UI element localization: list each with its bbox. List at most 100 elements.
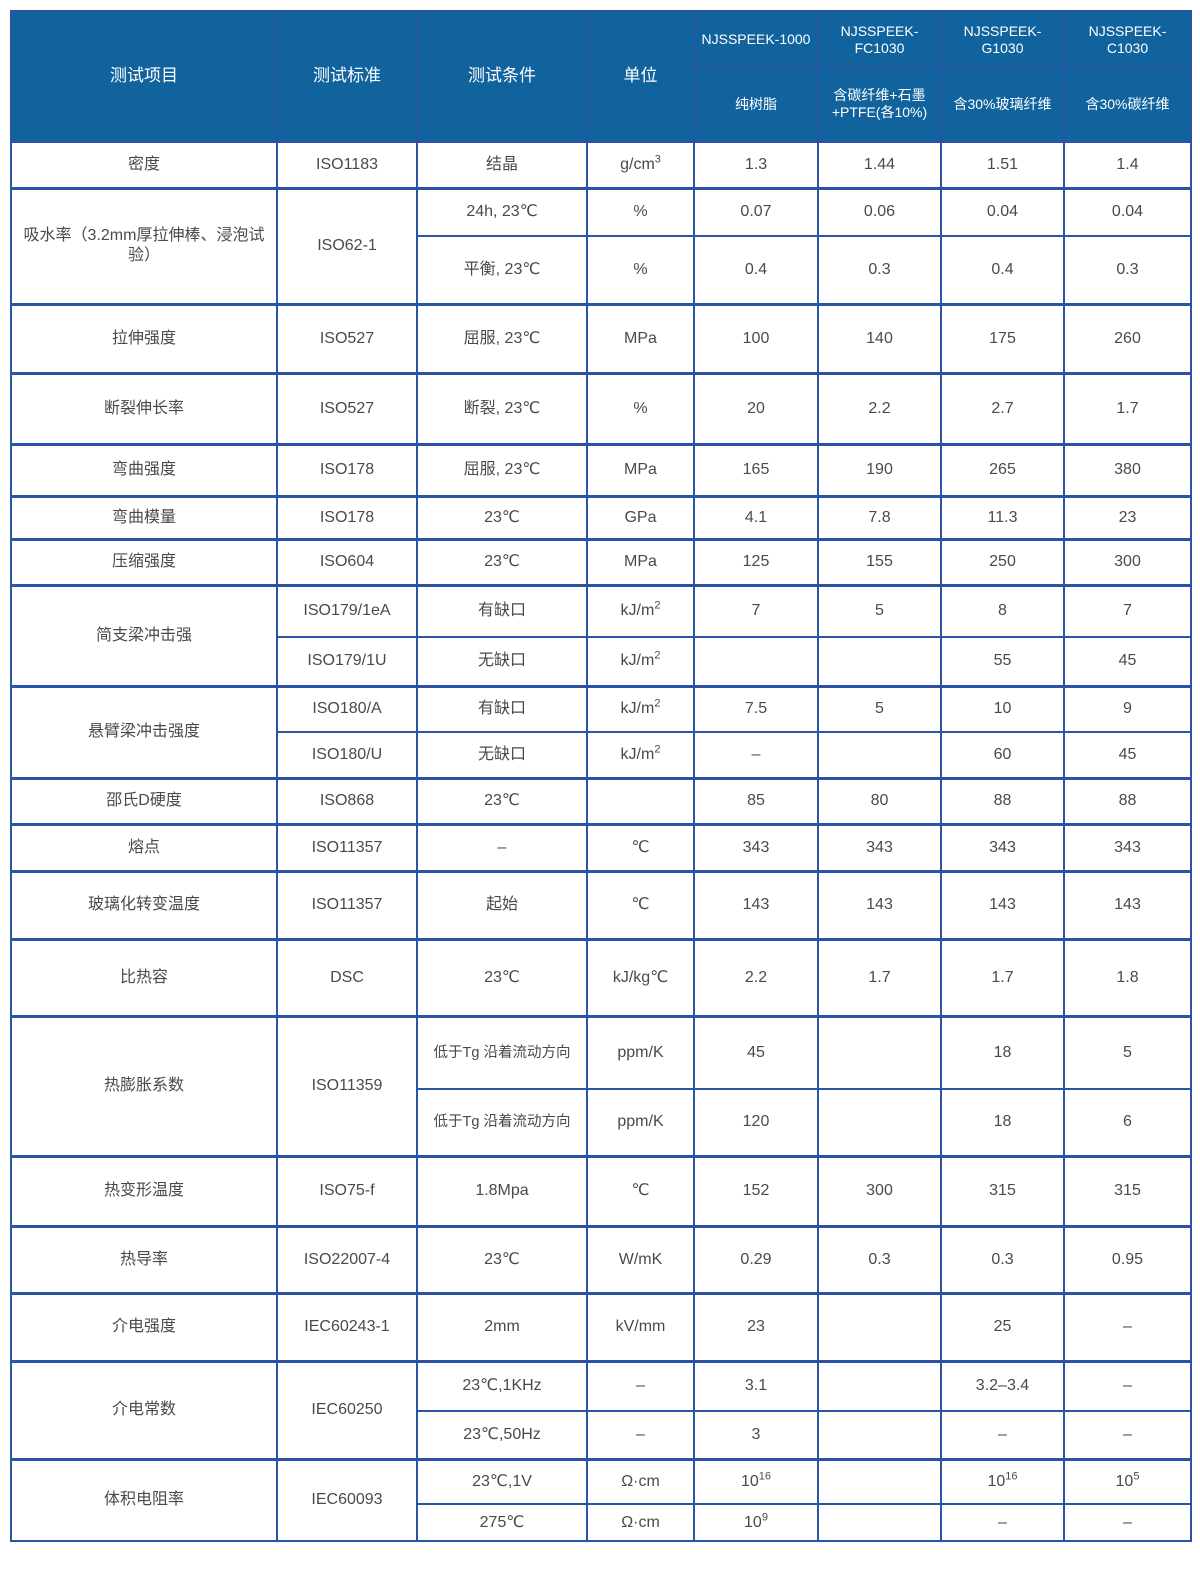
value-cell: 1016	[940, 1457, 1065, 1505]
test-standard-cell: ISO1183	[276, 139, 418, 189]
unit-cell: MPa	[586, 537, 695, 586]
value-cell: –	[693, 731, 819, 779]
value-cell: 18	[940, 1088, 1065, 1157]
value-cell: 1.7	[817, 937, 942, 1017]
unit-cell: –	[586, 1359, 695, 1412]
value-cell: 4.1	[693, 494, 819, 540]
value-cell: 11.3	[940, 494, 1065, 540]
test-condition-cell: 无缺口	[416, 731, 588, 779]
test-standard-cell: ISO11359	[276, 1014, 418, 1157]
test-standard-cell: ISO11357	[276, 822, 418, 872]
test-condition-cell: 有缺口	[416, 684, 588, 733]
header-product-desc: 含30%玻璃纤维	[940, 67, 1065, 142]
unit-cell: MPa	[586, 442, 695, 497]
test-condition-cell: 屈服, 23℃	[416, 442, 588, 497]
unit-cell: MPa	[586, 302, 695, 374]
unit-cell-superscript: 3	[654, 153, 661, 166]
value-cell: 88	[1063, 776, 1192, 825]
value-cell: 60	[940, 731, 1065, 779]
header-test-condition: 测试条件	[416, 10, 588, 142]
value-cell: 45	[1063, 731, 1192, 779]
table-row: 密度 ISO1183 结晶 g/cm3 1.3 1.44 1.51 1.4	[10, 139, 1192, 189]
value-cell: 9	[1063, 684, 1192, 733]
unit-cell: ℃	[586, 822, 695, 872]
test-standard-cell: ISO178	[276, 442, 418, 497]
test-standard-cell: ISO22007-4	[276, 1224, 418, 1294]
value-cell: 18	[940, 1014, 1065, 1090]
value-cell	[817, 1291, 942, 1362]
value-cell: 7	[693, 583, 819, 638]
test-standard-cell: IEC60093	[276, 1457, 418, 1542]
header-product-desc: 含30%碳纤维	[1063, 67, 1192, 142]
value-cell: 250	[940, 537, 1065, 586]
header-product-desc: 含碳纤维+石墨+PTFE(各10%)	[817, 67, 942, 142]
test-condition-cell: –	[416, 822, 588, 872]
test-item-cell: 体积电阻率	[10, 1457, 278, 1542]
value-cell: 300	[1063, 537, 1192, 586]
test-condition-cell: 23℃,1KHz	[416, 1359, 588, 1412]
unit-cell: ℃	[586, 869, 695, 940]
value-cell	[817, 1088, 942, 1157]
value-cell: 143	[940, 869, 1065, 940]
test-condition-cell: 2mm	[416, 1291, 588, 1362]
unit-cell-text: kJ/m	[620, 652, 655, 670]
table-row: 热变形温度 ISO75-f 1.8Mpa ℃ 152 300 315 315	[10, 1154, 1192, 1227]
value-cell: 0.07	[693, 186, 819, 237]
test-condition-cell: 23℃,50Hz	[416, 1410, 588, 1460]
unit-cell: kJ/m2	[586, 583, 695, 638]
value-cell: –	[940, 1503, 1065, 1542]
value-cell: 343	[693, 822, 819, 872]
test-condition-cell: 23℃	[416, 1224, 588, 1294]
value-cell	[817, 1014, 942, 1090]
table-row: 邵氏D硬度 ISO868 23℃ 85 80 88 88	[10, 776, 1192, 825]
value-cell: 0.4	[693, 235, 819, 305]
table-row: 弯曲模量 ISO178 23℃ GPa 4.1 7.8 11.3 23	[10, 494, 1192, 540]
value-cell: 0.3	[817, 235, 942, 305]
test-standard-cell: ISO11357	[276, 869, 418, 940]
test-item-cell: 悬臂梁冲击强度	[10, 684, 278, 779]
value-cell: 3	[693, 1410, 819, 1460]
value-cell: 343	[940, 822, 1065, 872]
value-cell: 120	[693, 1088, 819, 1157]
value-cell: 152	[693, 1154, 819, 1227]
header-product-name: NJSSPEEK-FC1030	[817, 10, 942, 69]
test-condition-cell: 平衡, 23℃	[416, 235, 588, 305]
unit-cell-superscript: 2	[654, 697, 661, 710]
value-cell: 265	[940, 442, 1065, 497]
unit-cell-superscript: 2	[654, 743, 661, 756]
table-row: ISO179/1U 无缺口 kJ/m2 55 45	[11, 636, 1192, 687]
value-cell: 1.51	[940, 139, 1065, 189]
test-item-cell: 介电强度	[10, 1291, 278, 1362]
unit-cell: kV/mm	[586, 1291, 695, 1362]
unit-cell	[586, 776, 695, 825]
value-cell-superscript: 5	[1133, 1470, 1140, 1483]
header-test-standard: 测试标准	[276, 10, 418, 142]
value-cell: 5	[817, 583, 942, 638]
test-item-cell: 热导率	[10, 1224, 278, 1294]
value-cell: 0.4	[940, 235, 1065, 305]
value-cell: 140	[817, 302, 942, 374]
table-row: 低于Tg 沿着流动方向 ppm/K 120 18 6	[11, 1088, 1192, 1157]
test-standard-cell: IEC60250	[276, 1359, 418, 1460]
test-item-cell: 弯曲强度	[10, 442, 278, 497]
value-cell: 0.3	[817, 1224, 942, 1294]
value-cell: 1.3	[693, 139, 819, 189]
value-cell: 300	[817, 1154, 942, 1227]
value-cell: 143	[693, 869, 819, 940]
unit-cell-text: kJ/m	[620, 700, 655, 718]
peek-properties-table: 测试项目 测试标准 测试条件 单位 NJSSPEEK-1000 NJSSPEEK…	[10, 10, 1192, 1542]
test-condition-cell: 无缺口	[416, 636, 588, 687]
value-cell-text: 10	[744, 1513, 762, 1531]
test-item-cell: 熔点	[10, 822, 278, 872]
test-condition-cell: 有缺口	[416, 583, 588, 638]
test-condition-cell: 低于Tg 沿着流动方向	[416, 1014, 588, 1090]
table-row: 热导率 ISO22007-4 23℃ W/mK 0.29 0.3 0.3 0.95	[10, 1224, 1192, 1294]
table-row: 比热容 DSC 23℃ kJ/kg℃ 2.2 1.7 1.7 1.8	[10, 937, 1192, 1017]
test-item-cell: 吸水率（3.2mm厚拉伸棒、浸泡试验）	[10, 186, 278, 305]
value-cell: 3.1	[693, 1359, 819, 1412]
value-cell-text: 10	[987, 1472, 1006, 1490]
table-row: 悬臂梁冲击强度 ISO180/A 有缺口 kJ/m2 7.5 5 10 9	[10, 684, 1192, 779]
value-cell: 125	[693, 537, 819, 586]
value-cell: 8	[940, 583, 1065, 638]
value-cell: 109	[693, 1503, 819, 1542]
